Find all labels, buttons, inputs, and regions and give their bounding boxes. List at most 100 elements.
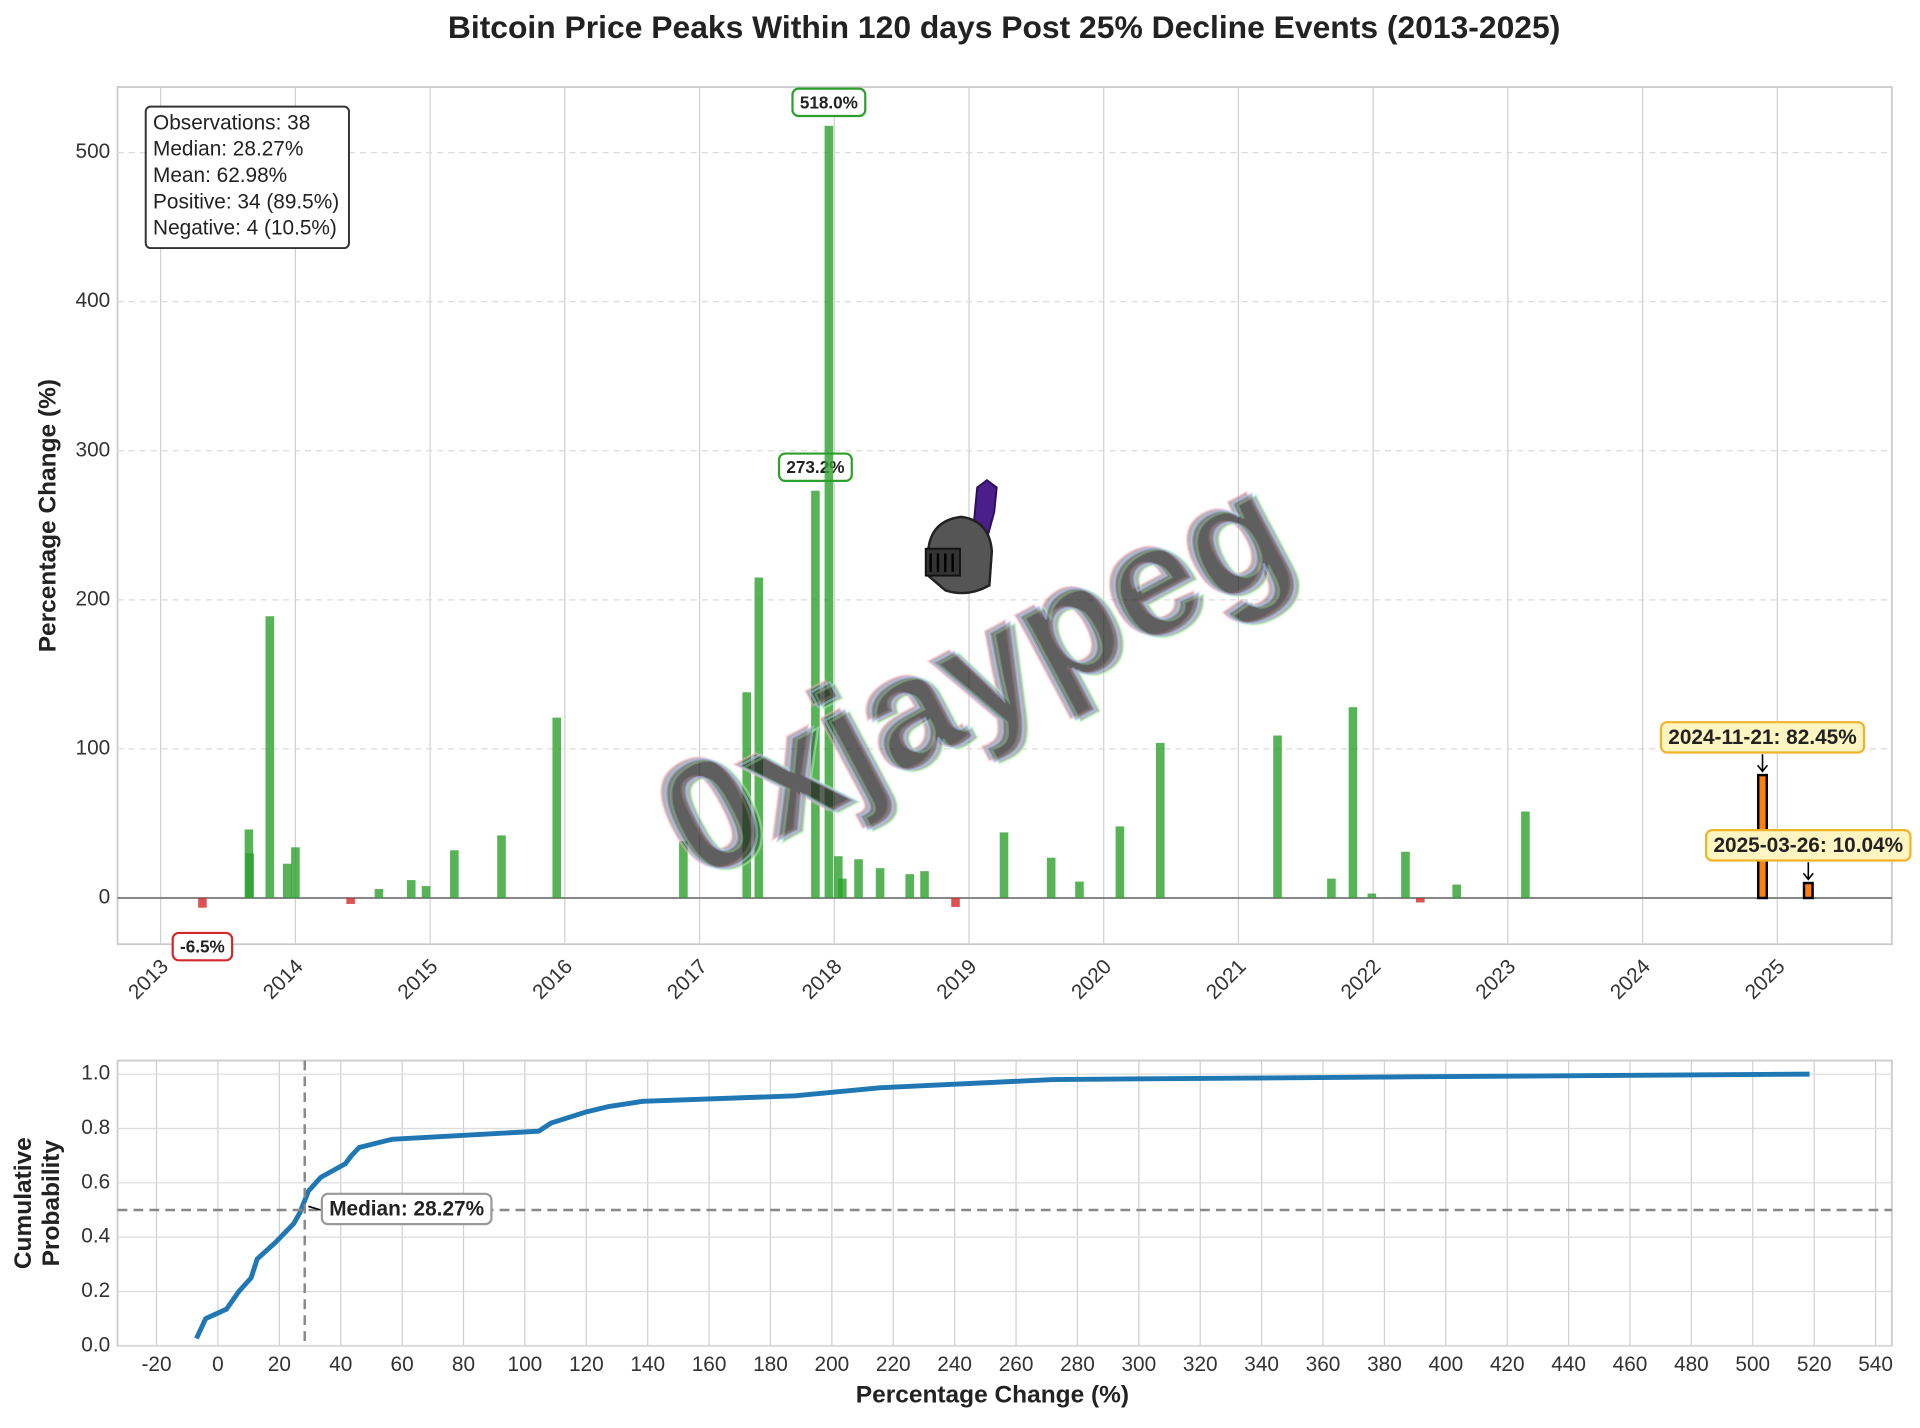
y-axis-label: Probability xyxy=(38,1140,65,1267)
y-tick-label: 0 xyxy=(99,885,111,908)
bar xyxy=(920,871,929,898)
y-tick-label: 100 xyxy=(76,736,111,759)
bar xyxy=(1521,811,1530,898)
x-axis-label: Percentage Change (%) xyxy=(856,1382,1129,1409)
bar xyxy=(245,853,254,898)
bar xyxy=(754,577,764,898)
bar xyxy=(679,841,688,898)
label-arrow xyxy=(1802,862,1814,881)
bar xyxy=(1452,884,1461,898)
bar xyxy=(1046,857,1056,898)
bar xyxy=(742,692,751,898)
bar xyxy=(1273,735,1282,898)
bar xyxy=(905,874,915,898)
median-label: Median: 28.27% xyxy=(329,1197,484,1220)
bar xyxy=(1075,881,1084,898)
x-tick-label: 160 xyxy=(692,1353,727,1376)
x-tick-label: 20 xyxy=(268,1353,291,1376)
value-label: 2024-11-21: 82.45% xyxy=(1668,726,1856,749)
value-label: 518.0% xyxy=(800,92,858,112)
label-box xyxy=(1659,721,1866,754)
median-arrow xyxy=(308,1205,321,1211)
bar xyxy=(1327,878,1336,898)
stats-line: Median: 28.27% xyxy=(153,138,303,161)
value-label: 2025-03-26: 10.04% xyxy=(1713,834,1903,857)
x-tick-label: 60 xyxy=(391,1353,414,1376)
stats-line: Observations: 38 xyxy=(153,111,310,134)
y-tick-label: 400 xyxy=(76,289,111,312)
bar xyxy=(1802,881,1814,900)
bar xyxy=(1401,851,1410,898)
bar xyxy=(951,897,960,907)
stats-frame xyxy=(144,105,350,250)
label-box xyxy=(171,931,234,962)
x-tick-label: 220 xyxy=(876,1353,911,1376)
bar xyxy=(406,880,416,898)
bar xyxy=(1367,893,1377,898)
x-tick-label: 540 xyxy=(1858,1353,1893,1376)
value-label: 273.2% xyxy=(786,457,844,477)
x-tick-label: 360 xyxy=(1306,1353,1341,1376)
x-tick-label: 100 xyxy=(508,1353,543,1376)
bar xyxy=(497,835,506,898)
y-tick-label: 300 xyxy=(76,438,111,461)
helmet-icon xyxy=(924,478,998,595)
y-tick-label: 500 xyxy=(76,140,111,163)
bar xyxy=(291,847,300,898)
bar xyxy=(875,868,885,898)
cdf-line xyxy=(194,1071,1810,1340)
stats-line: Positive: 34 (89.5%) xyxy=(153,190,339,213)
bar xyxy=(834,856,843,898)
y-axis-label: Percentage Change (%) xyxy=(34,379,61,652)
bar xyxy=(1348,707,1358,898)
x-tick-label: 240 xyxy=(937,1353,972,1376)
x-tick-label: 400 xyxy=(1428,1353,1463,1376)
label-box xyxy=(777,452,853,483)
x-tick-label: -20 xyxy=(142,1353,172,1376)
y-tick-label: 0.0 xyxy=(81,1333,110,1356)
x-tick-label: 460 xyxy=(1613,1353,1648,1376)
bar xyxy=(811,490,820,898)
y-tick-label: 200 xyxy=(76,587,111,610)
x-tick-label: 300 xyxy=(1121,1353,1156,1376)
x-tick-label: 200 xyxy=(815,1353,850,1376)
x-tick-label: 260 xyxy=(999,1353,1034,1376)
x-tick-label: 520 xyxy=(1797,1353,1832,1376)
bar xyxy=(552,717,562,898)
bar xyxy=(198,897,207,908)
x-tick-label: 280 xyxy=(1060,1353,1095,1376)
stats-line: Negative: 4 (10.5%) xyxy=(153,217,337,240)
y-tick-label: 1.0 xyxy=(81,1062,110,1085)
y-axis-label: Cumulative xyxy=(10,1137,37,1269)
x-tick-label: 0 xyxy=(212,1353,224,1376)
figure-title: Bitcoin Price Peaks Within 120 days Post… xyxy=(448,9,1560,45)
bar xyxy=(450,850,459,898)
x-tick-label: 120 xyxy=(569,1353,604,1376)
x-tick-label: 180 xyxy=(753,1353,788,1376)
bar xyxy=(1416,897,1425,903)
stats-line: Mean: 62.98% xyxy=(153,164,287,187)
bar xyxy=(265,616,275,898)
value-label: -6.5% xyxy=(180,937,225,957)
y-tick-label: 0.4 xyxy=(81,1225,110,1248)
stats-box: Observations: 38 Median: 28.27% Mean: 62.9… xyxy=(144,105,350,250)
bar xyxy=(854,859,863,898)
bar xyxy=(1115,826,1125,898)
y-tick-label: 0.2 xyxy=(81,1279,110,1302)
label-arrow xyxy=(1756,754,1769,773)
label-box xyxy=(1705,829,1912,862)
bar xyxy=(283,863,292,898)
x-tick-label: 500 xyxy=(1735,1353,1770,1376)
x-tick-label: 340 xyxy=(1244,1353,1279,1376)
x-tick-label: 320 xyxy=(1183,1353,1218,1376)
label-box xyxy=(791,87,867,118)
bar xyxy=(346,897,355,904)
bar xyxy=(999,832,1009,898)
x-tick-label: 40 xyxy=(329,1353,352,1376)
x-tick-label: 440 xyxy=(1551,1353,1586,1376)
x-tick-label: 380 xyxy=(1367,1353,1402,1376)
plot-area xyxy=(116,86,1893,946)
x-tick-label: 80 xyxy=(452,1353,475,1376)
y-tick-label: 0.8 xyxy=(81,1116,110,1139)
